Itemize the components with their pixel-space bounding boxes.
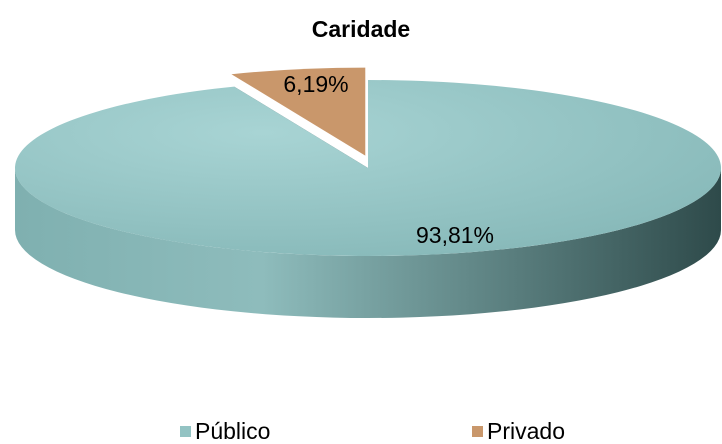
slice [14, 80, 721, 256]
legend-label: Privado [487, 418, 565, 444]
data-label: 93,81% [416, 222, 494, 248]
data-label: 6,19% [283, 71, 348, 97]
legend-swatch [180, 426, 191, 437]
slice-side [15, 168, 721, 318]
legend-swatch [472, 426, 483, 437]
legend-label: Público [195, 418, 270, 444]
slice [231, 67, 366, 156]
chart-title: Caridade [312, 16, 410, 42]
